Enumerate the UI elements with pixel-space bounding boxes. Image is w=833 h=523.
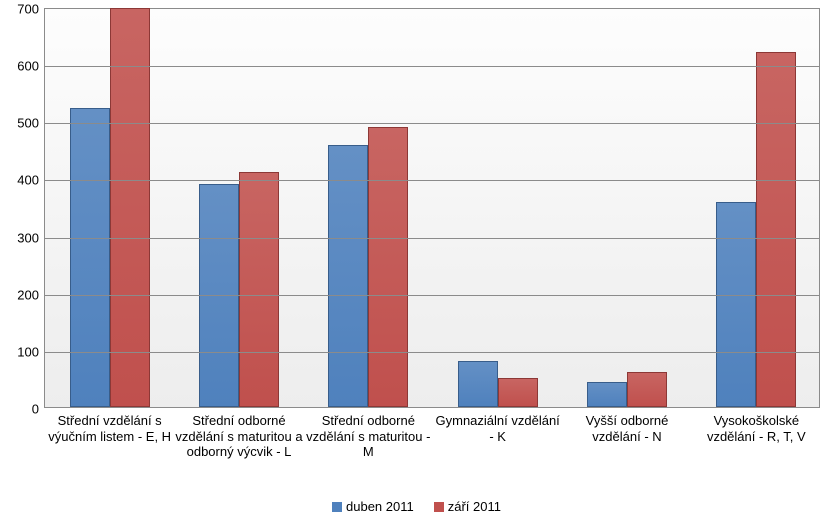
gridline bbox=[45, 180, 819, 181]
bar-group bbox=[587, 9, 667, 407]
bar bbox=[716, 202, 756, 407]
legend-item: září 2011 bbox=[434, 498, 501, 514]
gridline bbox=[45, 352, 819, 353]
y-tick-label: 700 bbox=[17, 2, 45, 17]
legend-label: září 2011 bbox=[448, 499, 501, 514]
plot-area: 0100200300400500600700Střední vzdělání s… bbox=[44, 8, 820, 408]
bar-chart: 0 100 200 300 400 500 600 700 Střední vzdělání s… bbox=[0, 0, 833, 523]
y-tick-label: 300 bbox=[17, 230, 45, 245]
y-tick-label: 400 bbox=[17, 173, 45, 188]
gridline bbox=[45, 123, 819, 124]
bar-group bbox=[199, 9, 279, 407]
bar bbox=[498, 378, 538, 407]
bar bbox=[458, 361, 498, 407]
legend-item: duben 2011 bbox=[332, 498, 414, 514]
bar bbox=[627, 372, 667, 407]
x-tick-label: Gymnaziální vzdělání - K bbox=[433, 407, 562, 444]
legend: duben 2011 září 2011 bbox=[0, 498, 833, 514]
legend-label: duben 2011 bbox=[346, 499, 414, 514]
y-tick-label: 0 bbox=[32, 402, 45, 417]
bar-group bbox=[716, 9, 796, 407]
bar-group bbox=[458, 9, 538, 407]
gridline bbox=[45, 238, 819, 239]
gridline bbox=[45, 66, 819, 67]
x-tick-label: Vysokoškolské vzdělání - R, T, V bbox=[692, 407, 821, 444]
legend-swatch bbox=[332, 502, 342, 512]
bar bbox=[368, 127, 408, 407]
bar bbox=[756, 52, 796, 407]
bar bbox=[110, 8, 150, 407]
y-tick-label: 200 bbox=[17, 287, 45, 302]
y-tick-label: 500 bbox=[17, 116, 45, 131]
y-tick-label: 600 bbox=[17, 59, 45, 74]
bar-group bbox=[328, 9, 408, 407]
legend-swatch bbox=[434, 502, 444, 512]
y-tick-label: 100 bbox=[17, 344, 45, 359]
x-tick-label: Střední odborné vzdělání s maturitou a o… bbox=[174, 407, 303, 460]
bar bbox=[239, 172, 279, 407]
x-tick-label: Střední odborné vzdělání s maturitou - M bbox=[304, 407, 433, 460]
bar bbox=[328, 145, 368, 407]
bars-container bbox=[45, 9, 819, 407]
gridline bbox=[45, 295, 819, 296]
bar bbox=[587, 382, 627, 407]
bar bbox=[70, 108, 110, 407]
x-tick-label: Střední vzdělání s výučním listem - E, H bbox=[45, 407, 174, 444]
bar-group bbox=[70, 9, 150, 407]
x-tick-label: Vyšší odborné vzdělání - N bbox=[562, 407, 691, 444]
